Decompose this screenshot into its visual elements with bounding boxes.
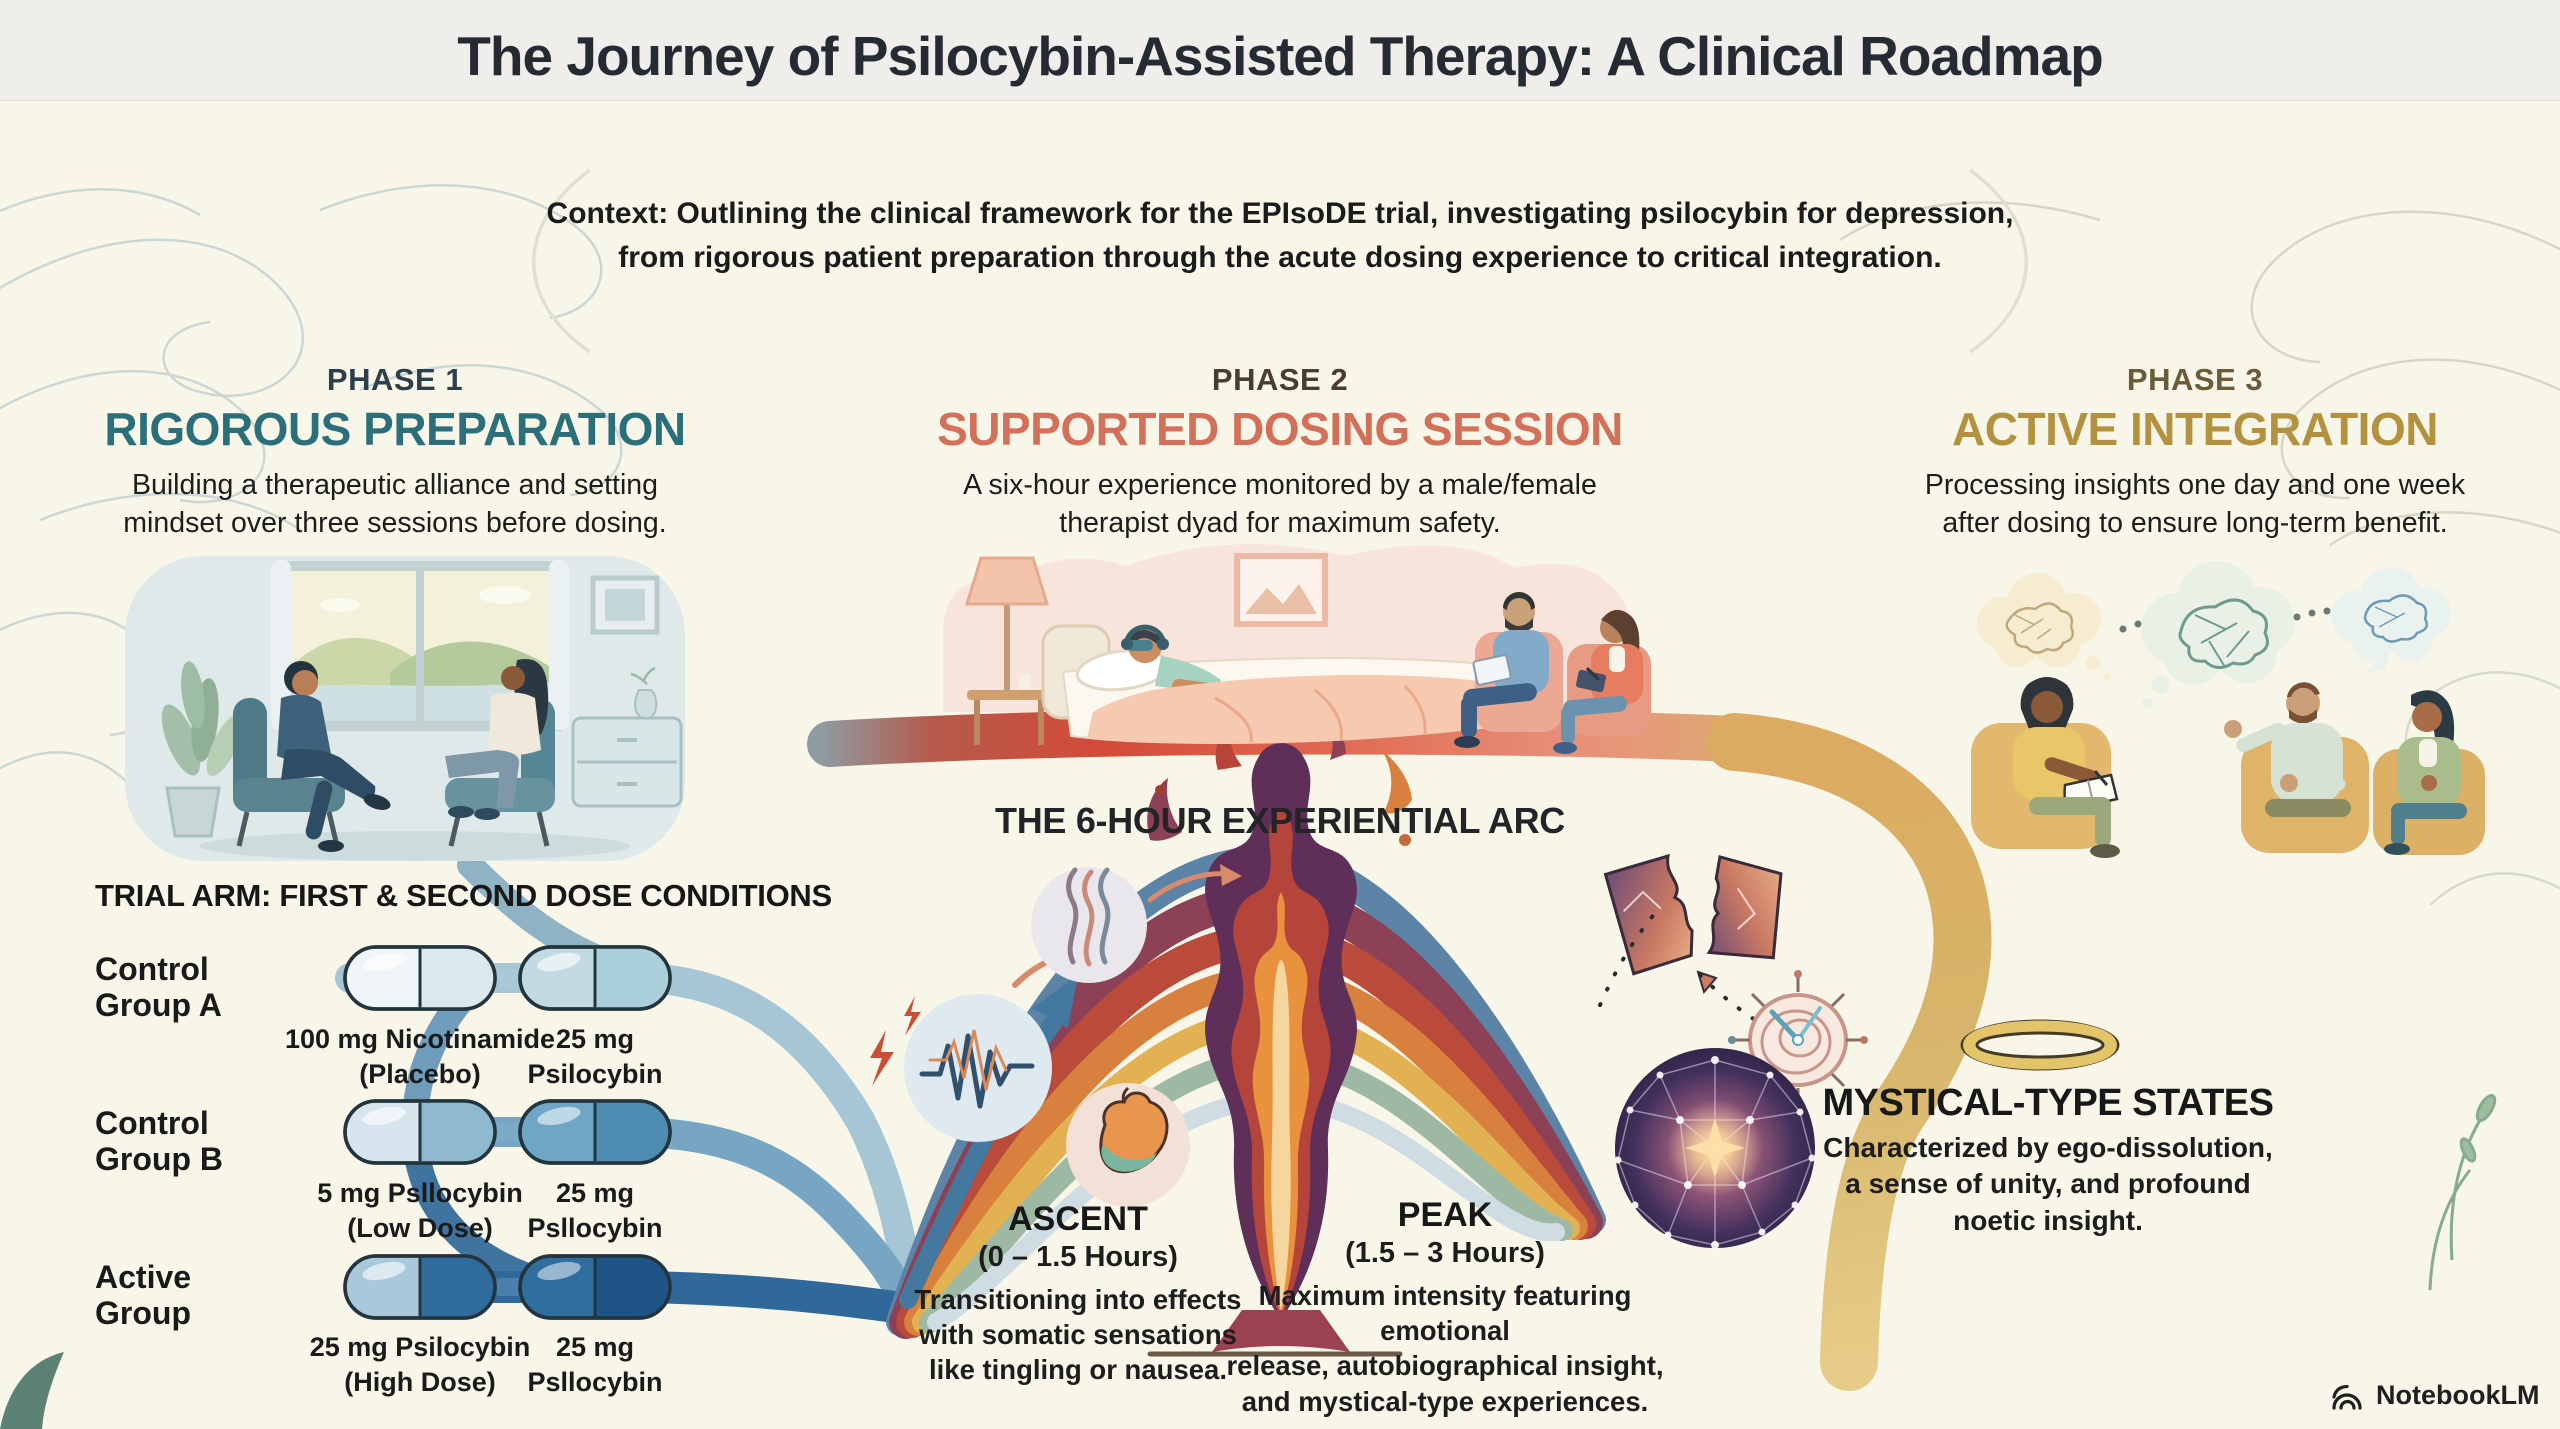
group-a-dose1-caption: 100 mg Nicotinamide (Placebo) [284,1024,556,1090]
phase3-flow-band [1706,713,1992,1391]
peak-stage: PEAK (1.5 – 3 Hours) Maximum intensity f… [1195,1196,1695,1419]
arc-heading: THE 6-HOUR EXPERIENTIAL ARC [995,800,1565,841]
phase3-kicker: PHASE 3 [2126,362,2264,397]
mystical-states-heading: MYSTICAL-TYPE STATES [1822,1082,2274,1124]
notebooklm-branding: NotebookLM [2330,1380,2539,1411]
capsule-psilocybin-icon [518,945,672,1011]
active-group-label: Active Group [95,1259,192,1331]
smoke-icon [1031,867,1147,983]
group-b-dose1-caption: 5 mg Psllocybin (Low Dose) [317,1178,523,1244]
patient-on-bed-figure [1041,624,1501,744]
therapist-dyad-figures [1454,592,1651,754]
group-b-dose2-caption: 25 mg Psllocybin [527,1178,663,1244]
title-bar [0,0,2560,101]
notebooklm-icon [2332,1384,2362,1410]
ascent-stage: ASCENT (0 – 1.5 Hours) Transitioning int… [848,1200,1308,1388]
capsule-psilocybin-icon [518,1099,672,1165]
active-dose2-caption: 25 mg Psllocybin [527,1332,663,1398]
capsule-low-dose-icon [343,1099,497,1165]
phase1-illustration [125,556,685,861]
trial-arm-heading: TRIAL ARM: FIRST & SECOND DOSE CONDITION… [95,878,832,913]
group-b-label: Control Group B [95,1105,223,1177]
ascent-description: Transitioning into effects with somatic … [914,1284,1242,1386]
capsule-high-dose-icon [343,1254,497,1320]
phase3-description: Processing insights one day and one week… [1924,469,2466,540]
active-dose1-caption: 25 mg Psilocybin (High Dose) [309,1332,531,1398]
phase1-header: PHASE 1 RIGOROUS PREPARATION Building a … [65,362,725,543]
ascent-label: ASCENT [1008,1200,1148,1238]
capsule-icons [343,945,672,1320]
phase1-description: Building a therapeutic alliance and sett… [123,469,667,540]
integration-group-figures [1971,677,2485,858]
ego-fragments-icon [1598,853,1783,1137]
halo-icon [1960,1019,2120,1071]
ascent-time: (0 – 1.5 Hours) [978,1241,1178,1273]
context-label: Context: [546,197,669,230]
lightning-icon [870,996,921,1086]
phase3-title: ACTIVE INTEGRATION [1952,403,2438,455]
capsule-psilocybin-icon [518,1254,672,1320]
phase1-kicker: PHASE 1 [326,362,464,397]
phase2-header: PHASE 2 SUPPORTED DOSING SESSION A six-h… [890,362,1670,543]
peak-label: PEAK [1397,1196,1493,1234]
context-text: Context: Outlining the clinical framewor… [546,197,2014,274]
phase2-kicker: PHASE 2 [1211,362,1349,397]
lamp-icon [964,556,1051,745]
phase1-title: RIGOROUS PREPARATION [104,403,686,455]
leaf-decoration [0,1352,64,1429]
capsule-placebo-icon [343,945,497,1011]
patient-figure [445,658,555,847]
thought-bubble-icon [2331,567,2451,675]
mystical-states-description: Characterized by ego-dissolution, a sens… [1823,1132,2273,1236]
peak-description: Maximum intensity featuring emotional re… [1226,1280,1664,1417]
thought-bubble-icon [2141,561,2331,708]
phase2-description: A six-hour experience monitored by a mal… [963,469,1597,540]
group-a-label: Control Group A [95,951,222,1023]
page-title: The Journey of Psilocybin-Assisted Thera… [457,25,2103,87]
stomach-icon [1066,1083,1190,1207]
neural-sphere-icon [1614,1048,1816,1249]
group-a-dose2-caption: 25 mg Psilocybin [527,1024,663,1090]
notebooklm-label: NotebookLM [2376,1380,2540,1410]
phase2-illustration [943,544,1651,754]
dresser-illustration [571,666,683,808]
therapist-figure [233,661,391,852]
peak-time: (1.5 – 3 Hours) [1345,1237,1545,1269]
phase3-illustration [1971,561,2485,858]
phase3-header: PHASE 3 ACTIVE INTEGRATION Processing in… [1855,362,2535,543]
wall-art-icon [1234,553,1328,627]
wall-art-icon [590,575,660,635]
thought-bubble-icon [1977,573,2157,681]
waveform-icon [904,994,1052,1142]
phase2-title: SUPPORTED DOSING SESSION [937,403,1623,455]
sprig-decoration [2428,1094,2497,1291]
peak-eruption-illustration [1147,685,1412,1357]
